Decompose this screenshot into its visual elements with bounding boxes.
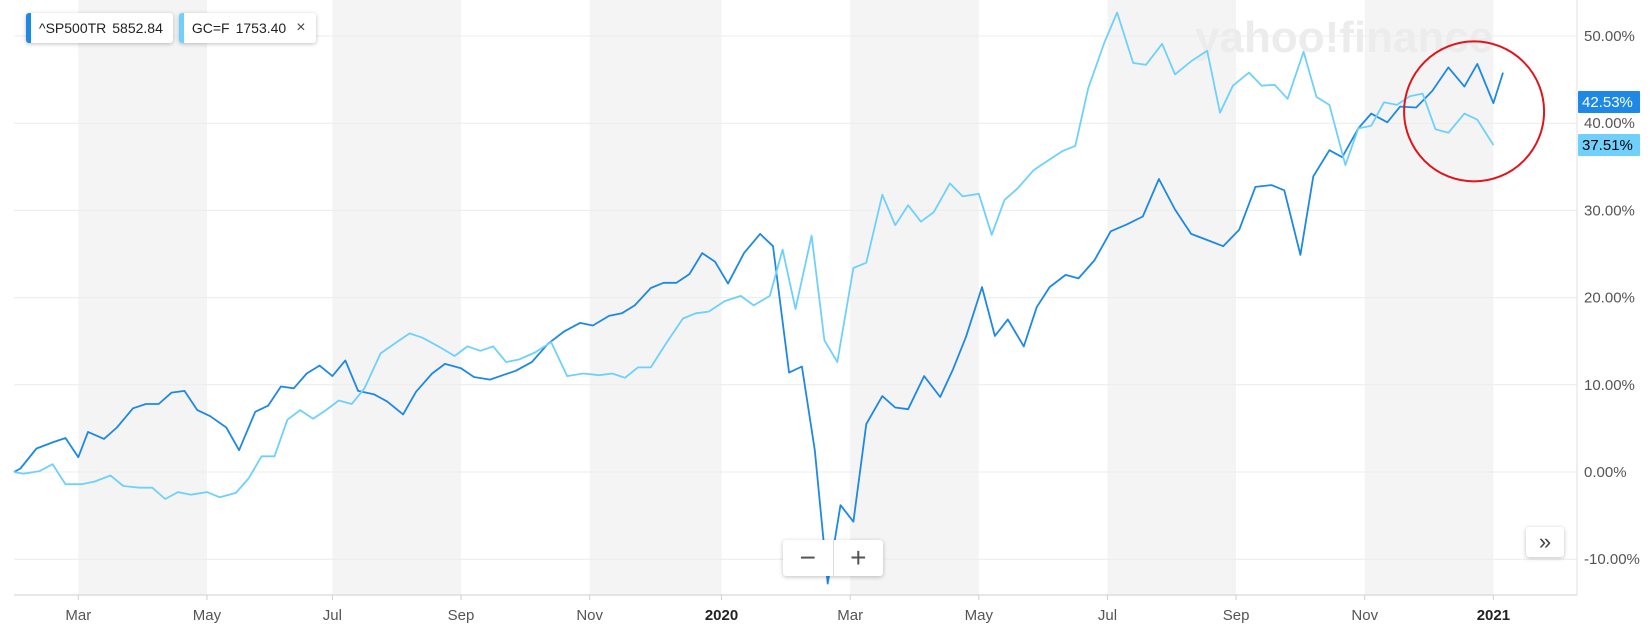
legend-chip-gold[interactable]: GC=F 1753.40 × — [178, 13, 316, 43]
x-tick-label: Mar — [65, 607, 91, 624]
gold-symbol: GC=F — [191, 20, 230, 36]
y-tick-label: 30.00% — [1584, 202, 1635, 219]
badge-sp500 — [1578, 91, 1640, 113]
sp500-swatch — [26, 13, 31, 43]
series-lines — [13, 11, 1504, 585]
y-tick-label: 0.00% — [1584, 464, 1627, 481]
horizontal-gridlines — [14, 35, 1577, 560]
legend-chip-sp500[interactable]: ^SP500TR 5852.84 — [26, 13, 173, 43]
badge-gold — [1578, 134, 1640, 156]
x-tick-label: Sep — [1223, 607, 1250, 624]
x-tick-label: May — [965, 607, 994, 624]
y-axis-ticks: 50.00% 40.00% 30.00% 20.00% 10.00% 0.00% -10.0… — [1584, 28, 1640, 568]
legend: ^SP500TR 5852.84 GC=F 1753.40 × — [26, 13, 316, 43]
y-tick-label: 10.00% — [1584, 377, 1635, 394]
badge-label-sp500: 42.53% — [1582, 94, 1633, 111]
x-tick-label: Sep — [448, 607, 475, 624]
zoom-out-button[interactable]: − — [783, 540, 834, 576]
zoom-controls: − + — [783, 540, 883, 576]
x-tick-label: Jul — [1098, 607, 1117, 624]
y-tick-label: 50.00% — [1584, 28, 1635, 45]
remove-comparison-close-icon[interactable]: × — [296, 19, 306, 36]
series-line-sp500 — [13, 63, 1504, 585]
sp500-price: 5852.84 — [112, 20, 163, 36]
annotation-circle — [1403, 40, 1546, 183]
gold-price: 1753.40 — [235, 20, 287, 36]
y-tick-label: 20.00% — [1584, 290, 1635, 307]
x-tick-label: May — [193, 607, 222, 624]
y-tick-label: -10.00% — [1584, 551, 1640, 568]
y-tick-label: 40.00% — [1584, 115, 1635, 132]
x-tick-label: 2020 — [705, 607, 738, 624]
x-tick-label: Nov — [1351, 607, 1378, 624]
x-tick-label: 2021 — [1477, 607, 1510, 624]
series-line-gold — [13, 11, 1495, 500]
gold-swatch — [178, 13, 184, 43]
zoom-in-button[interactable]: + — [850, 542, 867, 573]
badge-label-gold: 37.51% — [1582, 137, 1633, 154]
x-axis-ticks: Mar May Jul Sep Nov 2020 Mar May Jul Sep Nov 2021 — [65, 595, 1510, 624]
last-value-badges: 42.53% 37.51% — [1578, 91, 1640, 156]
sp500-symbol: ^SP500TR — [39, 20, 107, 36]
x-tick-label: Mar — [837, 607, 863, 624]
x-tick-label: Nov — [576, 607, 603, 624]
yahoo-finance-watermark: yahoo!finance — [1195, 13, 1493, 62]
scroll-forward-button[interactable]: » — [1526, 527, 1564, 557]
x-tick-label: Jul — [323, 607, 342, 624]
